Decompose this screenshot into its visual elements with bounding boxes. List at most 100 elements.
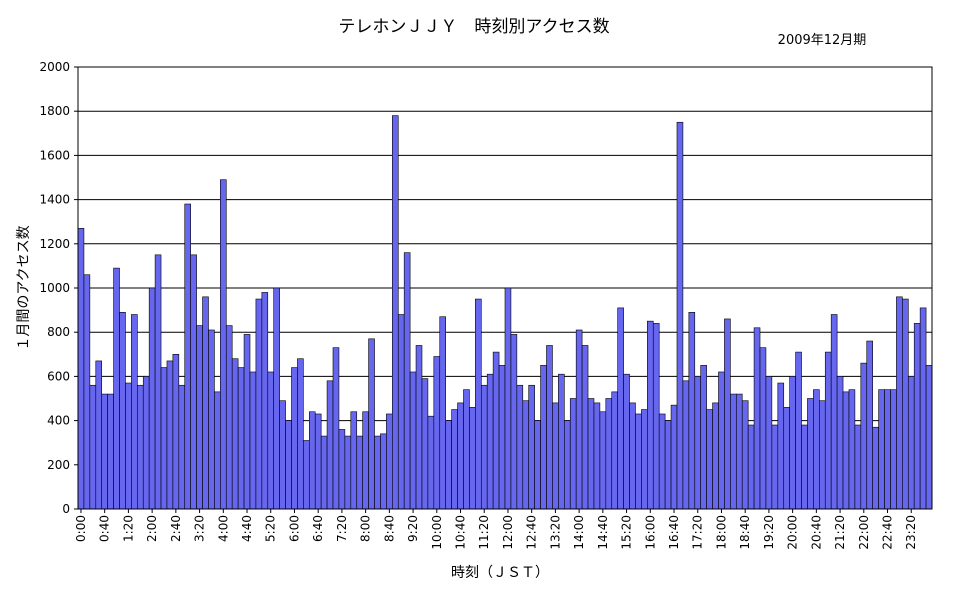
bar — [913, 323, 921, 510]
bar — [807, 398, 814, 510]
bar — [824, 351, 832, 510]
x-tick-label: 10:00 — [430, 515, 444, 550]
bar — [593, 402, 601, 510]
bar — [101, 393, 108, 510]
bar — [463, 389, 470, 510]
x-tick-label: 20:40 — [809, 515, 823, 550]
bar — [492, 351, 500, 510]
bar — [498, 365, 506, 510]
bar — [332, 347, 340, 510]
bar — [575, 329, 583, 510]
bar — [83, 274, 91, 510]
bar — [308, 411, 316, 510]
bar — [907, 376, 915, 510]
bar — [148, 287, 156, 510]
x-tick-label: 2:00 — [145, 515, 159, 542]
bar — [925, 365, 933, 510]
bar — [830, 314, 838, 510]
x-tick-label: 18:40 — [738, 515, 752, 550]
bar — [783, 407, 790, 510]
bar — [172, 353, 180, 510]
bar — [160, 367, 168, 510]
x-tick-label: 0:00 — [74, 515, 88, 542]
x-tick-label: 20:00 — [786, 515, 800, 550]
bar — [356, 435, 363, 510]
bar — [439, 316, 446, 510]
x-tick-label: 17:20 — [691, 515, 705, 550]
bar — [741, 400, 749, 510]
bar — [730, 393, 737, 510]
bar — [771, 424, 779, 510]
x-tick-label: 18:00 — [715, 515, 729, 550]
bar — [320, 435, 328, 510]
bar — [724, 318, 731, 510]
x-tick-label: 16:40 — [667, 515, 681, 550]
bar — [119, 312, 126, 510]
x-tick-label: 5:20 — [264, 515, 278, 542]
bar — [225, 325, 233, 510]
bar — [95, 360, 103, 510]
bar — [516, 384, 524, 510]
bar — [457, 402, 464, 510]
bar — [635, 413, 642, 510]
bar — [486, 373, 494, 510]
x-tick-label: 22:00 — [857, 515, 871, 550]
bar — [202, 296, 209, 510]
bar — [208, 329, 215, 510]
bar — [297, 358, 304, 510]
bar — [107, 393, 114, 510]
bar — [480, 384, 488, 510]
y-tick-label: 2000 — [39, 60, 70, 74]
y-tick-label: 1800 — [39, 104, 70, 118]
bar — [747, 424, 755, 510]
bar — [884, 389, 891, 510]
bar — [664, 420, 672, 510]
bar — [415, 345, 423, 510]
bar — [605, 398, 613, 510]
bar — [854, 424, 862, 510]
bar — [522, 400, 530, 510]
bar — [801, 424, 808, 510]
bar — [386, 413, 393, 510]
bar — [860, 362, 868, 510]
x-tick-label: 14:00 — [572, 515, 586, 550]
bar — [475, 298, 482, 510]
x-tick-label: 22:40 — [881, 515, 895, 550]
x-axis-label: 時刻（ＪＳＴ） — [451, 565, 549, 581]
x-tick-label: 2:40 — [169, 515, 183, 542]
y-tick-label: 1200 — [39, 237, 70, 251]
bar — [510, 334, 518, 510]
x-tick-label: 23:20 — [904, 515, 918, 550]
y-axis-label: １月間のアクセス数 — [16, 225, 32, 350]
bar — [397, 314, 405, 510]
bar — [190, 254, 197, 510]
bar — [314, 413, 322, 510]
bar — [919, 307, 927, 510]
bar — [303, 440, 310, 510]
y-tick-label: 0 — [62, 502, 70, 516]
bar — [670, 404, 678, 510]
bar — [255, 298, 263, 510]
bar — [231, 358, 239, 510]
bar — [362, 411, 369, 510]
bar — [403, 252, 411, 510]
x-axis-ticks: 0:00 0:40 1:20 2:00 2:40 3:20 4:00 4:40 5:20 6:00… — [74, 509, 918, 550]
bar — [789, 376, 796, 510]
x-tick-label: 14:40 — [596, 515, 610, 550]
x-tick-label: 13:20 — [548, 515, 562, 550]
bar — [896, 296, 903, 510]
bar — [166, 360, 174, 510]
bar — [658, 413, 666, 510]
bar — [380, 433, 387, 510]
bar — [564, 420, 571, 510]
bar — [848, 389, 856, 510]
bar — [587, 398, 595, 510]
bar — [836, 376, 844, 510]
x-tick-label: 16:00 — [643, 515, 657, 550]
bar — [569, 398, 577, 510]
bar — [629, 402, 636, 510]
bar — [142, 376, 150, 510]
bar — [611, 391, 618, 510]
y-tick-label: 1600 — [39, 148, 70, 162]
bar — [676, 121, 684, 510]
